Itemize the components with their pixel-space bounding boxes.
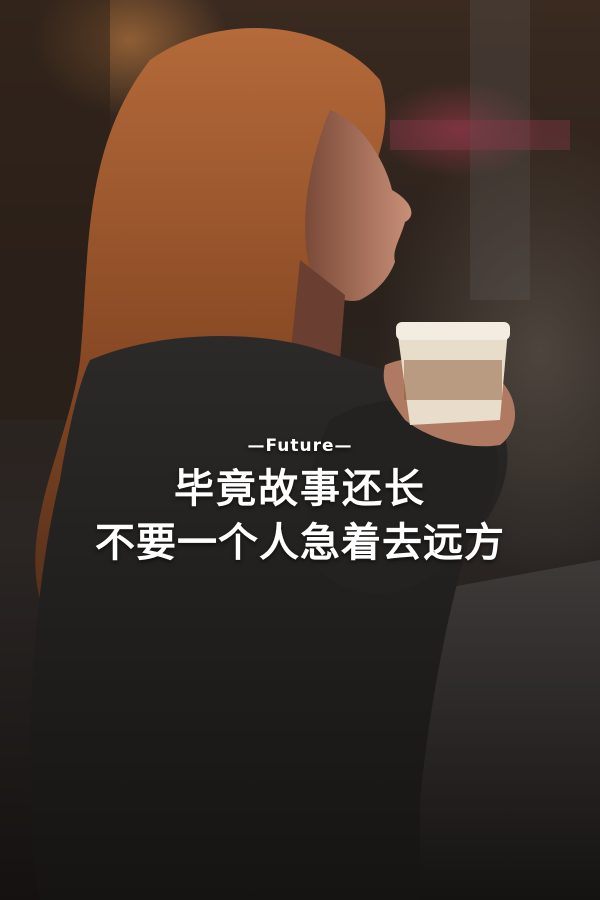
coffee-cup-sleeve [404,360,502,400]
face-profile [305,110,412,301]
future-tagline: —Future— [247,436,353,456]
coffee-cup-lid [396,322,510,340]
quote-line-2: 不要一个人急着去远方 [95,520,505,566]
background-pillar [470,0,530,300]
sweater-sleeve [306,400,498,594]
quote-line-1: 毕竟故事还长 [174,466,426,512]
background-awning [390,120,570,150]
neck [290,260,345,360]
